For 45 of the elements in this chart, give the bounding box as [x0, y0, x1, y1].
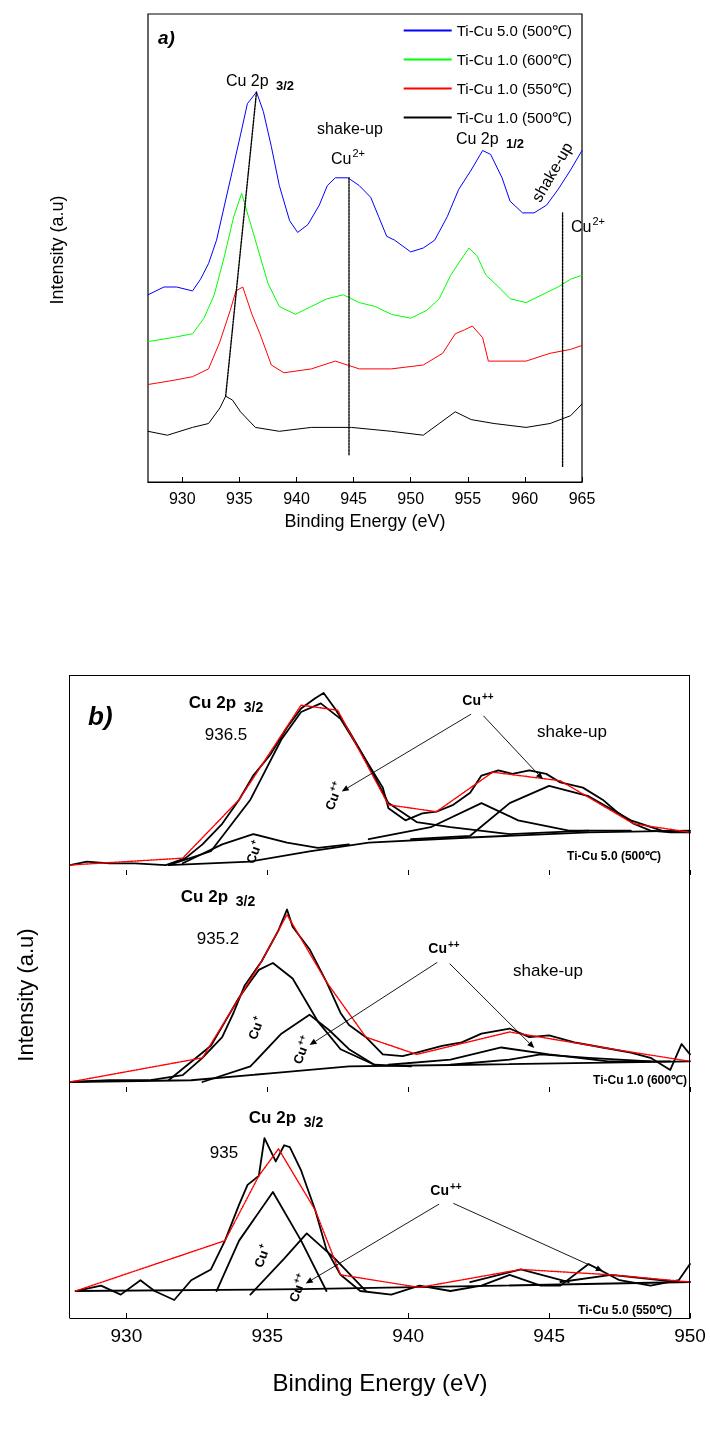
text: Cu 2p 3/2: [248, 1107, 324, 1130]
annotation: Cu+: [244, 1013, 265, 1042]
x-tick-label: 935: [226, 489, 253, 507]
annotation: Cu 2p 3/2: [188, 692, 264, 715]
annotation: shake-up: [537, 721, 607, 741]
annotation: Cu+: [250, 1241, 271, 1270]
legend-label: Ti-Cu 5.0 (500℃): [456, 22, 572, 39]
annotation: 935.2: [196, 928, 240, 948]
text: Cu 2p 3/2: [180, 886, 256, 909]
x-tick-label: 930: [110, 1325, 143, 1346]
annotation: shake-up: [317, 119, 384, 137]
annotation: Cu++: [462, 690, 494, 708]
x-tick-label: 935: [251, 1325, 284, 1346]
x-tick-label: 930: [168, 489, 196, 507]
annotation: Cu++: [428, 938, 460, 956]
x-tick-label: 960: [511, 489, 539, 507]
annotation: Cu 2p 3/2: [225, 71, 295, 93]
legend-label: Ti-Cu 1.0 (550℃): [456, 80, 572, 97]
annotation: Ti-Cu 1.0 (600℃): [593, 1073, 687, 1087]
annotation: Cu 2p 1/2: [455, 129, 525, 151]
x-tick-label: 950: [674, 1325, 706, 1346]
annotation: Ti-Cu 5.0 (550℃): [578, 1303, 672, 1317]
legend-label: Ti-Cu 1.0 (600℃): [456, 51, 572, 68]
x-tick-label: 950: [397, 489, 425, 507]
annotation: shake-up: [513, 960, 583, 980]
x-tick-label: 965: [568, 489, 596, 507]
x-tick-label: 940: [283, 489, 310, 507]
legend-label: Ti-Cu 1.0 (500℃): [456, 109, 572, 126]
chart-title: b): [88, 701, 113, 731]
x-axis-title: Binding Energy (eV): [272, 1368, 488, 1396]
annotation: Cu++: [430, 1180, 462, 1198]
annotation: 936.5: [204, 724, 248, 744]
x-tick-label: 940: [392, 1325, 425, 1346]
annotation: 935: [209, 1142, 239, 1162]
x-tick-label: 955: [454, 489, 482, 507]
x-tick-label: 945: [533, 1325, 565, 1346]
x-tick-label: 945: [340, 489, 368, 507]
chart-title: a): [158, 27, 175, 48]
x-axis-title: Binding Energy (eV): [284, 511, 446, 531]
annotation: Cu++: [322, 779, 343, 813]
annotation: Ti-Cu 5.0 (500℃): [567, 849, 661, 863]
annotation: Cu++: [286, 1271, 307, 1305]
y-axis-title: Intensity (a.u): [12, 928, 38, 1062]
annotation: Cu++: [290, 1033, 311, 1067]
y-axis-title: Intensity (a.u): [47, 195, 67, 305]
